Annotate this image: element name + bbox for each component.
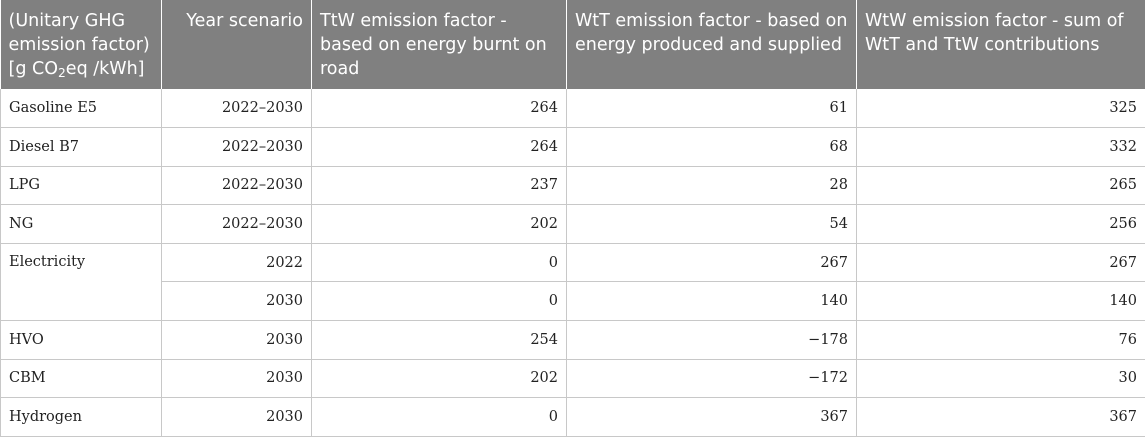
wtt-cell: 140	[566, 281, 857, 322]
table-row: Hydrogen 2030 0 367 367	[0, 397, 1145, 437]
wtt-cell: 28	[566, 166, 857, 206]
year-cell: 2022–2030	[161, 204, 312, 244]
year-cell: 2022	[161, 243, 312, 283]
fuel-cell: CBM	[0, 359, 162, 399]
ttw-cell: 0	[311, 243, 567, 283]
table-row: NG 2022–2030 202 54 256	[0, 204, 1145, 244]
table-row: HVO 2030 254 −178 76	[0, 320, 1145, 360]
fuel-cell: Hydrogen	[0, 397, 162, 437]
ttw-cell: 202	[311, 359, 567, 399]
ttw-cell: 237	[311, 166, 567, 206]
fuel-cell: Gasoline E5	[0, 89, 162, 129]
wtw-cell: 76	[856, 320, 1145, 360]
table-header: (Unitary GHG emission factor) [g CO2eq /…	[0, 0, 1145, 89]
wtt-cell: 61	[566, 89, 857, 129]
wtw-cell: 265	[856, 166, 1145, 206]
table-row: 2030 0 140 140	[1, 281, 1145, 322]
header-fuel: (Unitary GHG emission factor) [g CO2eq /…	[0, 0, 162, 89]
year-cell: 2030	[161, 320, 312, 360]
wtt-cell: 367	[566, 397, 857, 437]
wtt-cell: 54	[566, 204, 857, 244]
fuel-cell: NG	[0, 204, 162, 244]
wtt-cell: −178	[566, 320, 857, 360]
wtt-cell: 267	[566, 243, 857, 283]
year-cell: 2022–2030	[161, 127, 312, 167]
year-cell: 2030	[161, 281, 312, 322]
table-body: Gasoline E5 2022–2030 264 61 325 Diesel …	[0, 89, 1145, 437]
year-cell: 2022–2030	[161, 166, 312, 206]
wtt-cell: 68	[566, 127, 857, 167]
header-row: (Unitary GHG emission factor) [g CO2eq /…	[0, 0, 1145, 89]
ttw-cell: 264	[311, 89, 567, 129]
fuel-cell: Electricity	[0, 243, 162, 322]
year-cell: 2022–2030	[161, 89, 312, 129]
wtw-cell: 267	[856, 243, 1145, 283]
table-row: Diesel B7 2022–2030 264 68 332	[0, 127, 1145, 167]
wtw-cell: 140	[856, 281, 1145, 322]
year-cell: 2030	[161, 397, 312, 437]
ttw-cell: 264	[311, 127, 567, 167]
ttw-cell: 254	[311, 320, 567, 360]
ttw-cell: 0	[311, 397, 567, 437]
wtw-cell: 332	[856, 127, 1145, 167]
ttw-cell: 0	[311, 281, 567, 322]
header-ttw: TtW emission factor - based on energy bu…	[311, 0, 567, 89]
wtw-cell: 325	[856, 89, 1145, 129]
fuel-cell: LPG	[0, 166, 162, 206]
table-row: Electricity 2022 0 267 267	[0, 243, 1145, 322]
header-wtw: WtW emission factor - sum of WtT and TtW…	[856, 0, 1145, 89]
header-year-scenario: Year scenario	[161, 0, 312, 89]
fuel-cell: Diesel B7	[0, 127, 162, 167]
wtw-cell: 30	[856, 359, 1145, 399]
table-row: CBM 2030 202 −172 30	[0, 359, 1145, 399]
header-wtt: WtT emission factor - based on energy pr…	[566, 0, 857, 89]
wtw-cell: 367	[856, 397, 1145, 437]
table-row: Gasoline E5 2022–2030 264 61 325	[0, 89, 1145, 129]
wtw-cell: 256	[856, 204, 1145, 244]
table-row: LPG 2022–2030 237 28 265	[0, 166, 1145, 206]
year-cell: 2030	[161, 359, 312, 399]
fuel-cell: HVO	[0, 320, 162, 360]
wtt-cell: −172	[566, 359, 857, 399]
ttw-cell: 202	[311, 204, 567, 244]
